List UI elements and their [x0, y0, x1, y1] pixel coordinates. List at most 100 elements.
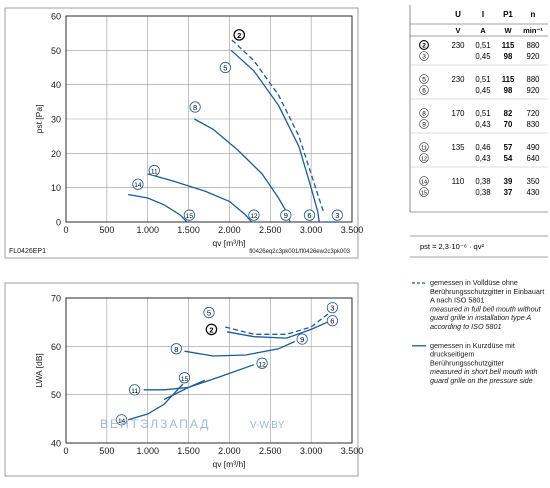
y-tick-label: 50	[51, 46, 61, 56]
curve-label-15: 15	[181, 376, 189, 383]
row-id: 15	[421, 190, 427, 196]
cell-n: 430	[526, 188, 540, 197]
cell-I: 0,45	[475, 86, 491, 95]
cell-I: 0,51	[475, 75, 490, 84]
cell-P: 70	[504, 120, 513, 129]
cell-P: 98	[504, 86, 513, 95]
plot-area	[65, 15, 353, 223]
cell-U: 170	[451, 109, 465, 118]
curve-marker-6	[326, 315, 338, 327]
pressure-formula: pst = 2,3·10⁻⁶ · qv²	[420, 242, 484, 251]
curve-label-2: 2	[209, 325, 213, 334]
curve-label-15: 15	[186, 213, 194, 220]
y-tick-label: 60	[51, 12, 61, 22]
chart-code-right: fl0426eq2c3pk001/fl0426ew2c3pk003	[249, 249, 350, 255]
curve-label-6: 6	[330, 317, 334, 326]
cell-U: 135	[451, 143, 465, 152]
cell-n: 880	[526, 41, 540, 50]
legend-text-en-line: guard grille in installation type A	[430, 313, 531, 322]
row-id: 9	[422, 121, 426, 128]
plot-area	[65, 297, 353, 444]
curve-label-11: 11	[151, 169, 158, 176]
x-tick-label: 3.500	[341, 446, 364, 456]
cell-P: 54	[504, 154, 513, 163]
y-axis-label: pst [Pa]	[34, 105, 44, 134]
watermark-site: V-W.BY	[250, 420, 285, 431]
curve-label-2: 2	[237, 31, 241, 40]
legend-text-de-line: Berührungsschutzgitter	[430, 358, 505, 367]
curve-marker-3	[331, 209, 343, 221]
cell-U: 110	[452, 177, 465, 186]
curve-marker-8	[189, 101, 201, 113]
cell-P: 115	[502, 41, 515, 50]
cell-U: 230	[451, 75, 465, 84]
cell-I: 0,51	[475, 41, 490, 50]
x-tick-label: 1.500	[177, 446, 200, 456]
curve-8	[184, 340, 296, 357]
curve-6	[317, 211, 320, 223]
row-marker	[419, 176, 429, 186]
y-tick-label: 50	[51, 390, 61, 400]
legend-text-en-line: guard grille on the pressure side	[430, 376, 533, 385]
measurement-legend: gemessen in Volldüse ohne Berührungsschut…	[412, 278, 544, 385]
x-axis-label: qv [m³/h]	[212, 459, 245, 469]
curve-marker-8	[170, 343, 182, 355]
x-tick-label: 2.500	[259, 446, 282, 456]
curve-label-12: 12	[250, 213, 258, 220]
cell-P: 82	[504, 109, 513, 118]
cell-P: 57	[504, 143, 513, 152]
curve-label-14: 14	[134, 182, 142, 189]
cell-U: 230	[451, 41, 465, 50]
legend-text-de-line: gemessen in Volldüse ohne	[430, 278, 518, 287]
x-tick-label: 2.500	[259, 225, 282, 235]
x-tick-label: 3.000	[300, 446, 323, 456]
curve-2	[231, 39, 325, 212]
legend-text-de: gemessen in Volldüse ohne Berührungsschut…	[430, 278, 544, 305]
curve-11	[147, 173, 253, 223]
curve-label-8: 8	[193, 103, 197, 112]
row-id: 6	[422, 87, 426, 94]
row-id: 12	[421, 156, 427, 162]
curve-label-12: 12	[258, 361, 266, 368]
row-marker	[419, 74, 429, 84]
cell-I: 0,38	[475, 177, 490, 186]
x-tick-label: 500	[99, 446, 114, 456]
x-tick-label: 1.000	[136, 446, 159, 456]
curve-label-9: 9	[284, 211, 288, 220]
chart-frame	[4, 282, 359, 477]
curve-marker-5	[203, 306, 215, 319]
x-tick-label: 3.000	[300, 225, 323, 235]
chart-frame	[4, 7, 359, 259]
row-id: 14	[421, 179, 427, 185]
cell-I: 0,38	[475, 188, 490, 197]
curve-marker-3	[326, 302, 338, 314]
curve-marker-12	[256, 357, 268, 369]
y-tick-label: 10	[51, 183, 61, 193]
row-marker	[419, 51, 429, 61]
x-tick-label: 0	[63, 446, 68, 456]
x-tick-label: 1.500	[177, 225, 200, 235]
table-header: U	[455, 10, 461, 19]
y-tick-label: 70	[51, 294, 61, 304]
legend-text-de-line: gemessen in Kurzdüse mit	[430, 341, 515, 350]
row-id: 2	[422, 42, 426, 49]
curve-marker-11	[148, 164, 160, 177]
legend-text-de-line: druckseitigem	[430, 350, 474, 359]
table-unit: V	[455, 26, 460, 35]
y-axis-label: LWA [dB]	[34, 353, 44, 388]
curve-14	[127, 193, 188, 223]
cell-n: 880	[526, 75, 540, 84]
legend-text-en-line: according to ISO 5801	[430, 322, 502, 331]
row-marker	[419, 187, 429, 197]
legend-text-de-line: Berührungsschutzgitter in Einbauart	[430, 287, 544, 296]
row-id: 5	[422, 76, 426, 83]
x-tick-label: 2.000	[218, 225, 241, 235]
cell-n: 490	[526, 143, 540, 152]
row-marker	[419, 108, 429, 118]
curve-label-5: 5	[207, 309, 211, 318]
legend-text-en: measured in short bell mouth with guard g…	[430, 367, 537, 385]
row-marker	[419, 153, 429, 163]
table-header: I	[482, 10, 484, 19]
curve-12	[163, 364, 255, 401]
